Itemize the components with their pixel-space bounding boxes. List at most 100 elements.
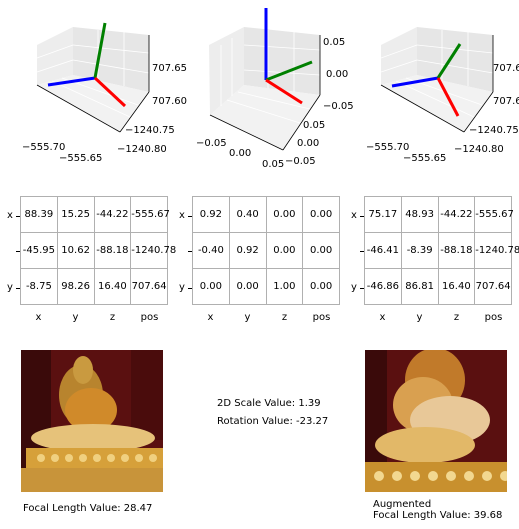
augmented-focal-length-caption: Focal Length Value: 39.68 xyxy=(373,510,503,521)
table-cell: -1240.78 xyxy=(130,232,176,269)
axis-arrow-blue xyxy=(391,76,439,88)
table-cell: -555.67 xyxy=(474,196,514,233)
axis-arrow-red xyxy=(436,77,460,117)
col-label: x xyxy=(379,312,386,323)
pane-left xyxy=(37,27,73,85)
col-label: y xyxy=(244,312,251,323)
row-tick-mark xyxy=(16,251,20,252)
row-tick-mark xyxy=(360,216,364,217)
matrix-table-2: 0.92 0.40 0.00 0.00 -0.40 0.92 0.00 0.00… xyxy=(192,196,340,305)
pane-left xyxy=(381,27,417,85)
y-tick-label: −1240.80 xyxy=(454,144,504,155)
table-cell: 707.64 xyxy=(130,268,168,305)
col-label: pos xyxy=(312,312,331,323)
table-cell: 75.17 xyxy=(364,196,402,233)
table-cell: -8.75 xyxy=(20,268,58,305)
axis-arrow-red xyxy=(93,76,127,108)
row-label: y xyxy=(7,282,13,293)
table-cell: 16.40 xyxy=(93,268,132,305)
axis-arrow-green xyxy=(93,22,107,79)
axis-arrow-red xyxy=(265,78,303,105)
table-cell: -555.67 xyxy=(130,196,170,233)
axes3d-panel-1: 707.65 707.60 −555.70 −555.65 −1240.75 −… xyxy=(22,22,187,164)
original-photo xyxy=(21,350,163,492)
axis-arrow-green xyxy=(265,60,313,82)
row-label: x xyxy=(7,210,13,221)
table-cell: 10.62 xyxy=(56,232,95,269)
row-tick-mark xyxy=(360,251,364,252)
row-tick-mark xyxy=(188,288,192,289)
table-row: -45.95 10.62 -88.18 -1240.78 xyxy=(20,232,176,269)
y-tick-label: 0.00 xyxy=(297,138,319,149)
table-cell: 86.81 xyxy=(400,268,439,305)
table-cell: 16.40 xyxy=(437,268,476,305)
table-cell: 15.25 xyxy=(56,196,95,233)
table-cell: -46.86 xyxy=(364,268,402,305)
table-cell: 48.93 xyxy=(400,196,439,233)
x-tick-label: −0.05 xyxy=(196,138,227,149)
pane-floor xyxy=(381,75,493,132)
scale-caption: 2D Scale Value: 1.39 xyxy=(217,398,321,409)
table-row: 75.17 48.93 -44.22 -555.67 xyxy=(364,196,514,233)
y-tick-label: −1240.75 xyxy=(125,125,175,136)
table-cell: 88.39 xyxy=(20,196,58,233)
row-label: y xyxy=(351,282,357,293)
col-label: y xyxy=(72,312,79,323)
pane-back xyxy=(417,27,493,92)
table-cell: 707.64 xyxy=(474,268,512,305)
table-cell: -45.95 xyxy=(20,232,58,269)
z-tick-label: −0.05 xyxy=(323,101,354,112)
table-cell: 0.00 xyxy=(302,268,340,305)
table-cell: 0.40 xyxy=(228,196,267,233)
axes3d-panel-2: 0.05 0.00 −0.05 −0.05 0.00 0.05 0.05 0.0… xyxy=(196,8,354,170)
pane-back xyxy=(73,27,149,92)
y-tick-label: −1240.75 xyxy=(469,125,519,136)
table-row: -8.75 98.26 16.40 707.64 xyxy=(20,268,168,305)
col-label: z xyxy=(281,312,288,323)
table-cell: 0.00 xyxy=(302,196,340,233)
col-label: pos xyxy=(484,312,503,323)
y-tick-label: −0.05 xyxy=(285,156,316,167)
z-tick-label: 0.05 xyxy=(323,37,345,48)
augmented-photo xyxy=(365,350,507,492)
table-row: 0.92 0.40 0.00 0.00 xyxy=(192,196,340,233)
row-label: y xyxy=(179,282,185,293)
row-label: x xyxy=(351,210,357,221)
table-row: -46.86 86.81 16.40 707.64 xyxy=(364,268,512,305)
table-cell: 0.92 xyxy=(228,232,267,269)
x-axis-line xyxy=(209,114,284,151)
col-label: z xyxy=(453,312,460,323)
table-row: 0.00 0.00 1.00 0.00 xyxy=(192,268,340,305)
col-label: z xyxy=(109,312,116,323)
table-cell: -44.22 xyxy=(437,196,476,233)
row-label: x xyxy=(179,210,185,221)
rotation-caption: Rotation Value: -23.27 xyxy=(217,416,329,427)
y-tick-label: 0.05 xyxy=(303,120,325,131)
col-label: pos xyxy=(140,312,159,323)
augmented-caption: Augmented xyxy=(373,499,432,510)
axes3d-panel-3: 707.6 707.6 −555.70 −555.65 −1240.75 −12… xyxy=(366,27,519,164)
z-tick-label: 707.6 xyxy=(493,96,519,107)
axes3d-row: 707.65 707.60 −555.70 −555.65 −1240.75 −… xyxy=(22,8,519,170)
matrix-table-1: 88.39 15.25 -44.22 -555.67 -45.95 10.62 … xyxy=(20,196,176,305)
x-tick-label: 0.05 xyxy=(262,159,284,170)
table-cell: 0.92 xyxy=(192,196,230,233)
z-tick-label: 707.65 xyxy=(152,63,187,74)
y-axis-line xyxy=(282,94,321,151)
table-cell: 0.00 xyxy=(192,268,230,305)
row-tick-mark xyxy=(16,288,20,289)
z-tick-label: 707.60 xyxy=(152,96,187,107)
table-cell: 1.00 xyxy=(265,268,304,305)
col-label: y xyxy=(416,312,423,323)
table-cell: -88.18 xyxy=(437,232,476,269)
row-tick-mark xyxy=(360,288,364,289)
table-cell: -88.18 xyxy=(93,232,132,269)
x-tick-label: 0.00 xyxy=(229,148,251,159)
table-cell: -46.41 xyxy=(364,232,402,269)
x-tick-label: −555.70 xyxy=(22,142,65,153)
x-axis-line xyxy=(36,84,121,133)
y-axis-line xyxy=(463,91,494,133)
x-tick-label: −555.65 xyxy=(403,153,446,164)
z-tick-label: 707.6 xyxy=(493,63,519,74)
table-row: -46.41 -8.39 -88.18 -1240.78 xyxy=(364,232,519,269)
